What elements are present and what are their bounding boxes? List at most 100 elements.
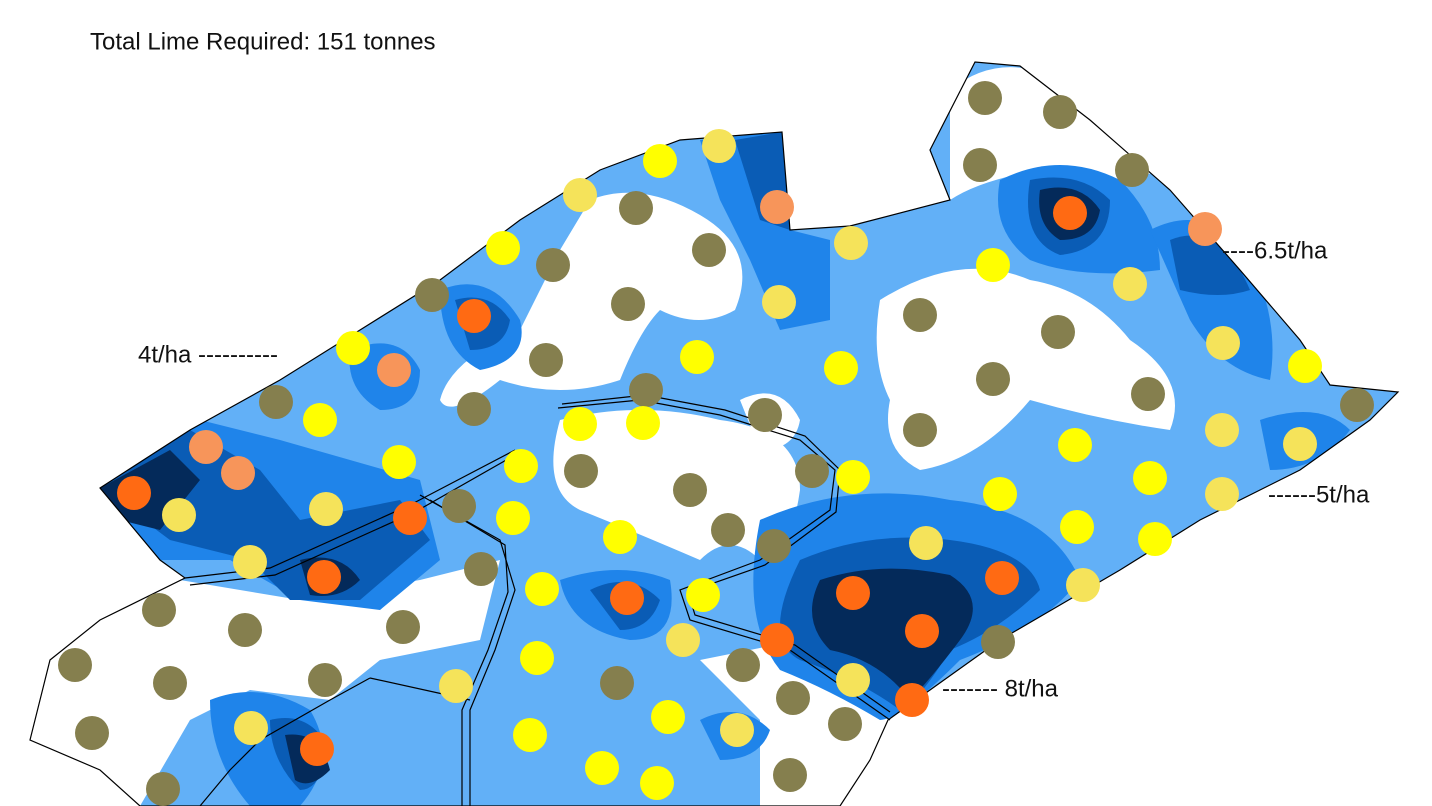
sample-point [457, 299, 491, 333]
sample-point [828, 707, 862, 741]
sample-point [611, 287, 645, 321]
sample-point [720, 713, 754, 747]
sample-point [529, 343, 563, 377]
sample-point [377, 353, 411, 387]
sample-point [968, 81, 1002, 115]
sample-point [1283, 427, 1317, 461]
sample-point [464, 552, 498, 586]
sample-point [228, 613, 262, 647]
sample-point [307, 560, 341, 594]
sample-point [439, 669, 473, 703]
sample-point [1205, 413, 1239, 447]
sample-point [234, 711, 268, 745]
sample-point [1066, 568, 1100, 602]
sample-point [189, 430, 223, 464]
sample-point [702, 129, 736, 163]
sample-point [1206, 326, 1240, 360]
sample-point [795, 454, 829, 488]
sample-point [776, 681, 810, 715]
sample-point [308, 663, 342, 697]
sample-point [309, 492, 343, 526]
sample-point [563, 407, 597, 441]
sample-point [680, 340, 714, 374]
rate-label: ----6.5t/ha [1222, 237, 1328, 264]
sample-point [300, 732, 334, 766]
sample-point [600, 666, 634, 700]
sample-point [981, 625, 1015, 659]
sample-point [1053, 196, 1087, 230]
sample-point [1060, 510, 1094, 544]
sample-point [585, 751, 619, 785]
sample-point [629, 373, 663, 407]
rate-label: ------- 8t/ha [942, 675, 1059, 702]
sample-point [221, 456, 255, 490]
sample-point [1041, 315, 1075, 349]
sample-point [976, 248, 1010, 282]
sample-point [1205, 477, 1239, 511]
sample-point [757, 529, 791, 563]
sample-point [762, 285, 796, 319]
sample-point [824, 351, 858, 385]
sample-point [603, 520, 637, 554]
sample-point [643, 144, 677, 178]
sample-point [726, 648, 760, 682]
sample-point [525, 572, 559, 606]
sample-point [58, 648, 92, 682]
sample-point [336, 331, 370, 365]
sample-point [117, 476, 151, 510]
sample-point [457, 392, 491, 426]
sample-point [504, 449, 538, 483]
sample-point [303, 403, 337, 437]
sample-point [640, 766, 674, 800]
sample-point [692, 233, 726, 267]
sample-point [75, 716, 109, 750]
sample-point [1115, 153, 1149, 187]
sample-point [259, 385, 293, 419]
sample-point [895, 683, 929, 717]
sample-point [673, 473, 707, 507]
sample-point [834, 226, 868, 260]
sample-point [442, 489, 476, 523]
sample-point [1113, 267, 1147, 301]
sample-point [1058, 428, 1092, 462]
sample-point [626, 406, 660, 440]
sample-point [415, 278, 449, 312]
sample-point [393, 501, 427, 535]
rate-label: 4t/ha ---------- [138, 341, 278, 368]
sample-point [610, 581, 644, 615]
sample-point [1138, 522, 1172, 556]
sample-point [386, 610, 420, 644]
sample-point [760, 623, 794, 657]
sample-point [146, 772, 180, 806]
sample-point [836, 663, 870, 697]
sample-point [985, 561, 1019, 595]
sample-point [711, 513, 745, 547]
sample-point [382, 445, 416, 479]
sample-point [564, 454, 598, 488]
sample-point [748, 398, 782, 432]
sample-point [496, 501, 530, 535]
sample-point [563, 178, 597, 212]
sample-point [142, 593, 176, 627]
sample-point [903, 298, 937, 332]
sample-point [619, 191, 653, 225]
sample-point [651, 700, 685, 734]
sample-point [1131, 377, 1165, 411]
sample-point [1340, 388, 1374, 422]
field-lines [184, 394, 891, 806]
sample-point [162, 498, 196, 532]
sample-point [909, 526, 943, 560]
sample-point [976, 362, 1010, 396]
map-title: Total Lime Required: 151 tonnes [90, 28, 436, 55]
sample-point [1288, 349, 1322, 383]
rate-label: ------5t/ha [1268, 481, 1370, 508]
sample-points [58, 81, 1374, 806]
sample-point [773, 758, 807, 792]
sample-point [233, 545, 267, 579]
sample-point [963, 148, 997, 182]
sample-point [153, 666, 187, 700]
sample-point [836, 460, 870, 494]
